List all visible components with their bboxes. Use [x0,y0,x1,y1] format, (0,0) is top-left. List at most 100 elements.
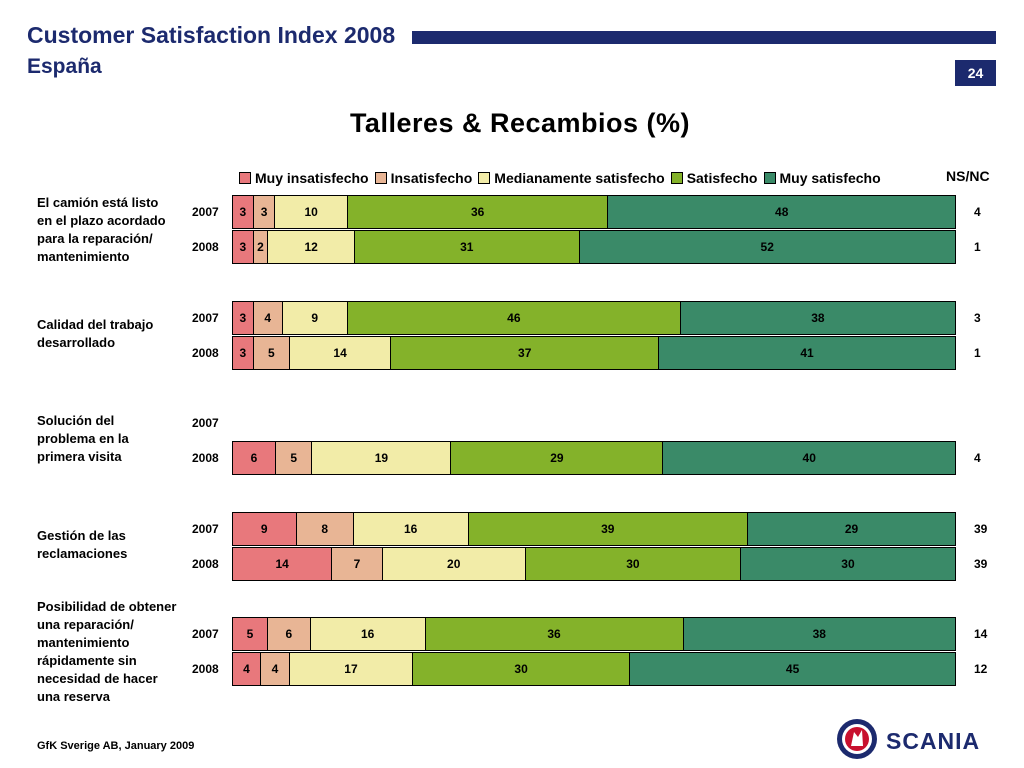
bar-segment: 3 [232,301,254,335]
question-label-line: mantenimiento [37,249,130,264]
legend-label: Muy satisfecho [779,170,881,186]
bar-row: 6 5 19 29 40 [232,441,956,475]
bar-segment: 36 [347,195,609,229]
bar-segment: 6 [232,441,276,475]
bar-segment: 20 [382,547,526,581]
page-title: Customer Satisfaction Index 2008 [27,22,396,48]
nsnc-value: 1 [974,240,981,254]
bar-segment: 8 [296,512,354,546]
bar-segment: 30 [525,547,741,581]
year-label: 2008 [192,346,219,360]
question-label-line: desarrollado [37,335,116,350]
page-number-badge: 24 [955,60,996,86]
logo-wordmark: SCANIA [886,728,980,754]
bar-segment: 3 [232,195,254,229]
bar-segment: 9 [282,301,348,335]
bar-row: 14 7 20 30 30 [232,547,956,581]
bar-segment: 3 [232,336,254,370]
bar-segment: 41 [659,336,956,370]
bar-segment: 2 [253,230,269,264]
bar-segment: 30 [412,652,631,686]
bar-segment: 38 [680,301,956,335]
bar-row: 3 3 10 36 48 [232,195,956,229]
bar-segment: 5 [232,617,268,651]
bar-segment: 14 [289,336,392,370]
question-label-line: Gestión de las [37,528,126,543]
legend-item: Medianamente satisfecho [478,170,665,186]
nsnc-value: 4 [974,205,981,219]
bar-segment: 31 [355,230,580,264]
legend-item: Muy insatisfecho [239,170,369,186]
bar-segment: 46 [347,301,681,335]
legend-label: Muy insatisfecho [255,170,369,186]
year-label: 2008 [192,240,219,254]
bar-segment: 30 [740,547,956,581]
bar-segment: 4 [260,652,290,686]
year-label: 2008 [192,557,219,571]
bar-segment: 39 [468,512,749,546]
bar-segment: 9 [232,512,297,546]
legend-swatch [374,172,387,184]
bar-segment: 19 [312,441,452,475]
question-label-line: en el plazo acordado [37,213,166,228]
bar-segment: 45 [630,652,956,686]
chart-title: Talleres & Recambios (%) [349,108,691,138]
bar-segment: 12 [268,230,356,264]
legend-swatch [763,172,776,184]
nsnc-value: 12 [974,662,988,676]
nsnc-value: 39 [974,522,988,536]
question-label-line: problema en la [37,431,129,446]
nsnc-value: 1 [974,346,981,360]
bar-segment: 29 [748,512,956,546]
nsnc-header: NS/NC [946,168,990,184]
question-label: Posibilidad de obtener una reparación/man… [37,598,197,706]
question-label-line: primera visita [37,449,122,464]
bar-segment: 10 [275,195,348,229]
bar-segment: 5 [253,336,290,370]
header-bar [412,31,996,44]
bar-segment: 36 [425,617,684,651]
year-label: 2007 [192,205,219,219]
legend-label: Satisfecho [686,170,758,186]
question-label-line: El camión está listo [37,195,159,210]
scania-logo: SCANIA [837,719,980,759]
bar-segment: 3 [253,195,276,229]
bar-row: 9 8 16 39 29 [232,512,956,546]
nsnc-value: 39 [974,557,988,571]
legend-item: Muy satisfecho [763,170,881,186]
question-label-line: rápidamente sin [37,653,137,668]
legend-swatch [239,172,251,184]
year-label: 2007 [192,522,219,536]
question-label-line: una reparación/ [37,617,134,632]
nsnc-value: 14 [974,627,988,641]
bar-row: 4 4 17 30 45 [232,652,956,686]
bar-segment: 4 [232,652,261,686]
question-label-line: Calidad del trabajo [37,317,154,332]
page-subtitle: España [27,55,102,78]
nsnc-value: 3 [974,311,981,325]
legend-item: Insatisfecho [374,170,473,186]
year-label: 2007 [192,416,219,430]
year-label: 2007 [192,311,219,325]
question-label: El camión está listo en el plazo acordado… [37,194,197,266]
legend-label: Insatisfecho [390,170,473,186]
bar-row: 3 5 14 37 41 [232,336,956,370]
question-label: Gestión de las reclamaciones [37,527,197,563]
question-label: Calidad del trabajo desarrollado [37,316,197,352]
question-label-line: Posibilidad de obtener [37,599,177,614]
bar-segment: 14 [232,547,333,581]
bar-segment: 3 [232,230,254,264]
question-label-line: Solución del [37,413,115,428]
bar-row: 5 6 16 36 38 [232,617,956,651]
bar-row: 3 2 12 31 52 [232,230,956,264]
legend-item: Satisfecho [670,170,758,186]
bar-segment: 48 [608,195,956,229]
legend-label: Medianamente satisfecho [494,170,665,186]
legend-swatch [478,172,491,184]
question-label-line: reclamaciones [37,546,128,561]
bar-segment: 38 [683,617,956,651]
year-label: 2008 [192,451,219,465]
year-label: 2008 [192,662,219,676]
bar-segment: 5 [275,441,313,475]
question-label-line: mantenimiento [37,635,130,650]
